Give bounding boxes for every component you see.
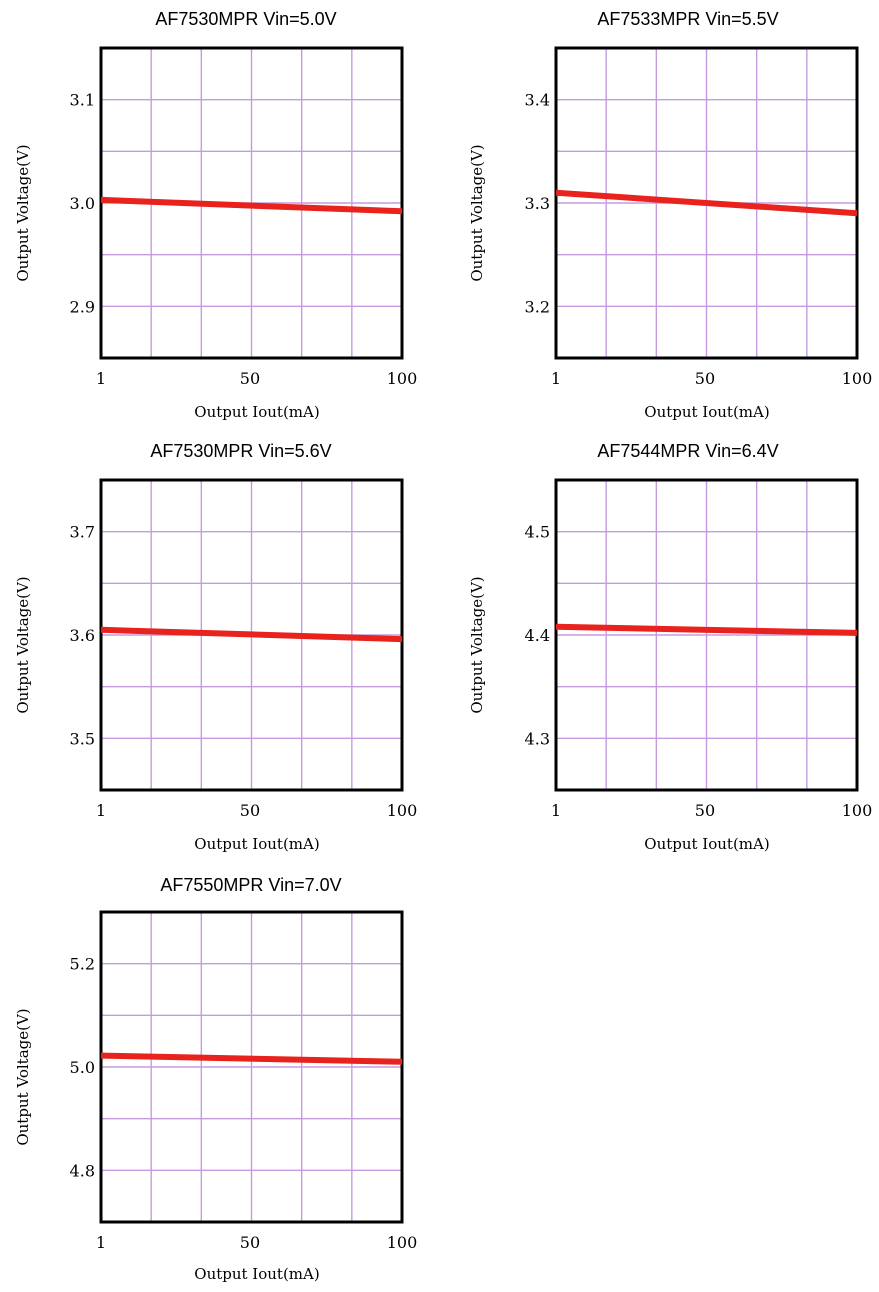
plot-frame xyxy=(99,46,404,360)
y-tick-label: 4.8 xyxy=(70,1161,95,1180)
y-tick-label: 3.5 xyxy=(70,729,95,748)
grid xyxy=(556,480,857,790)
y-tick-label: 3.2 xyxy=(525,297,550,316)
grid xyxy=(101,912,402,1222)
x-tick-label: 100 xyxy=(842,801,873,820)
x-tick-label: 50 xyxy=(695,801,715,820)
x-axis-label: Output Iout(mA) xyxy=(194,1265,319,1283)
x-ticks: 1 50 100 xyxy=(96,369,417,388)
x-tick-label: 1 xyxy=(96,369,106,388)
chart-title: AF7533MPR Vin=5.5V xyxy=(597,9,778,29)
y-tick-label: 4.5 xyxy=(525,523,550,542)
series-group xyxy=(100,626,403,643)
y-axis-label: Output Voltage(V) xyxy=(14,576,32,713)
plot-area: 4.3 4.4 4.5 1 50 100 xyxy=(525,478,872,820)
chart-3: AF7530MPR Vin=5.6V 3.5 3.6 3.7 1 50 100 Outp… xyxy=(14,441,417,853)
chart-panel-4: AF7544MPR Vin=6.4V 4.3 4.4 4.5 1 50 100 Outp… xyxy=(455,432,879,862)
y-tick-label: 5.0 xyxy=(70,1058,95,1077)
y-ticks: 4.8 5.0 5.2 xyxy=(70,955,95,1181)
chart-5: AF7550MPR Vin=7.0V 4.8 5.0 5.2 1 50 100 Outp… xyxy=(14,875,417,1283)
series-line xyxy=(100,196,403,215)
plot-area: 3.5 3.6 3.7 1 50 100 xyxy=(70,478,417,820)
x-tick-label: 1 xyxy=(96,801,106,820)
x-axis-label: Output Iout(mA) xyxy=(194,835,319,853)
chart-panel-1: AF7530MPR Vin=5.0V 2.9 3.0 3.1 1 50 100 Outp… xyxy=(0,0,440,430)
chart-panel-2: AF7533MPR Vin=5.5V 3.2 3.3 3.4 1 50 100 Outp… xyxy=(455,0,879,430)
series-line xyxy=(555,623,858,636)
x-axis-label: Output Iout(mA) xyxy=(194,403,319,421)
y-axis-label: Output Voltage(V) xyxy=(14,1008,32,1145)
y-ticks: 4.3 4.4 4.5 xyxy=(525,523,550,749)
series-group xyxy=(100,1052,403,1065)
chart-4: AF7544MPR Vin=6.4V 4.3 4.4 4.5 1 50 100 Outp… xyxy=(468,441,872,853)
plot-frame xyxy=(554,46,859,360)
plot-frame xyxy=(99,910,404,1224)
x-ticks: 1 50 100 xyxy=(96,801,417,820)
x-ticks: 1 50 100 xyxy=(551,369,872,388)
series-group xyxy=(100,196,403,215)
x-tick-label: 50 xyxy=(240,1233,260,1252)
y-tick-label: 4.3 xyxy=(525,729,550,748)
chart-title: AF7530MPR Vin=5.0V xyxy=(155,9,336,29)
y-tick-label: 3.1 xyxy=(70,91,95,110)
x-axis-label: Output Iout(mA) xyxy=(644,403,769,421)
y-tick-label: 3.4 xyxy=(525,91,550,110)
x-tick-label: 100 xyxy=(842,369,873,388)
y-tick-label: 3.6 xyxy=(70,626,95,645)
x-tick-label: 50 xyxy=(695,369,715,388)
chart-title: AF7544MPR Vin=6.4V xyxy=(597,441,778,461)
y-axis-label: Output Voltage(V) xyxy=(468,144,486,281)
chart-2: AF7533MPR Vin=5.5V 3.2 3.3 3.4 1 50 100 Outp… xyxy=(468,9,872,421)
x-tick-label: 1 xyxy=(551,801,561,820)
x-tick-label: 100 xyxy=(387,369,418,388)
plot-area: 2.9 3.0 3.1 1 50 100 xyxy=(70,46,417,388)
series-line xyxy=(100,1052,403,1065)
chart-title: AF7550MPR Vin=7.0V xyxy=(160,875,341,895)
chart-title: AF7530MPR Vin=5.6V xyxy=(150,441,331,461)
plot-area: 3.2 3.3 3.4 1 50 100 xyxy=(525,46,872,388)
x-tick-label: 50 xyxy=(240,369,260,388)
x-tick-label: 1 xyxy=(551,369,561,388)
y-ticks: 3.2 3.3 3.4 xyxy=(525,91,550,317)
chart-1: AF7530MPR Vin=5.0V 2.9 3.0 3.1 1 50 100 Outp… xyxy=(14,9,417,421)
x-tick-label: 50 xyxy=(240,801,260,820)
y-tick-label: 3.7 xyxy=(70,523,95,542)
x-tick-label: 100 xyxy=(387,1233,418,1252)
x-axis-label: Output Iout(mA) xyxy=(644,835,769,853)
y-tick-label: 3.3 xyxy=(525,194,550,213)
y-axis-label: Output Voltage(V) xyxy=(14,144,32,281)
series-line xyxy=(555,189,858,217)
y-ticks: 2.9 3.0 3.1 xyxy=(70,91,95,317)
x-tick-label: 100 xyxy=(387,801,418,820)
y-tick-label: 3.0 xyxy=(70,194,95,213)
grid xyxy=(556,48,857,358)
y-ticks: 3.5 3.6 3.7 xyxy=(70,523,95,749)
x-ticks: 1 50 100 xyxy=(96,1233,417,1252)
y-tick-label: 4.4 xyxy=(525,626,550,645)
plot-frame xyxy=(554,478,859,792)
chart-panel-5: AF7550MPR Vin=7.0V 4.8 5.0 5.2 1 50 100 Outp… xyxy=(0,862,440,1292)
x-ticks: 1 50 100 xyxy=(551,801,872,820)
x-tick-label: 1 xyxy=(96,1233,106,1252)
chart-panel-3: AF7530MPR Vin=5.6V 3.5 3.6 3.7 1 50 100 Outp… xyxy=(0,432,440,862)
y-tick-label: 5.2 xyxy=(70,955,95,974)
plot-frame xyxy=(99,478,404,792)
y-tick-label: 2.9 xyxy=(70,297,95,316)
series-group xyxy=(555,623,858,636)
y-axis-label: Output Voltage(V) xyxy=(468,576,486,713)
series-group xyxy=(555,189,858,217)
plot-area: 4.8 5.0 5.2 1 50 100 xyxy=(70,910,417,1252)
series-line xyxy=(100,626,403,643)
